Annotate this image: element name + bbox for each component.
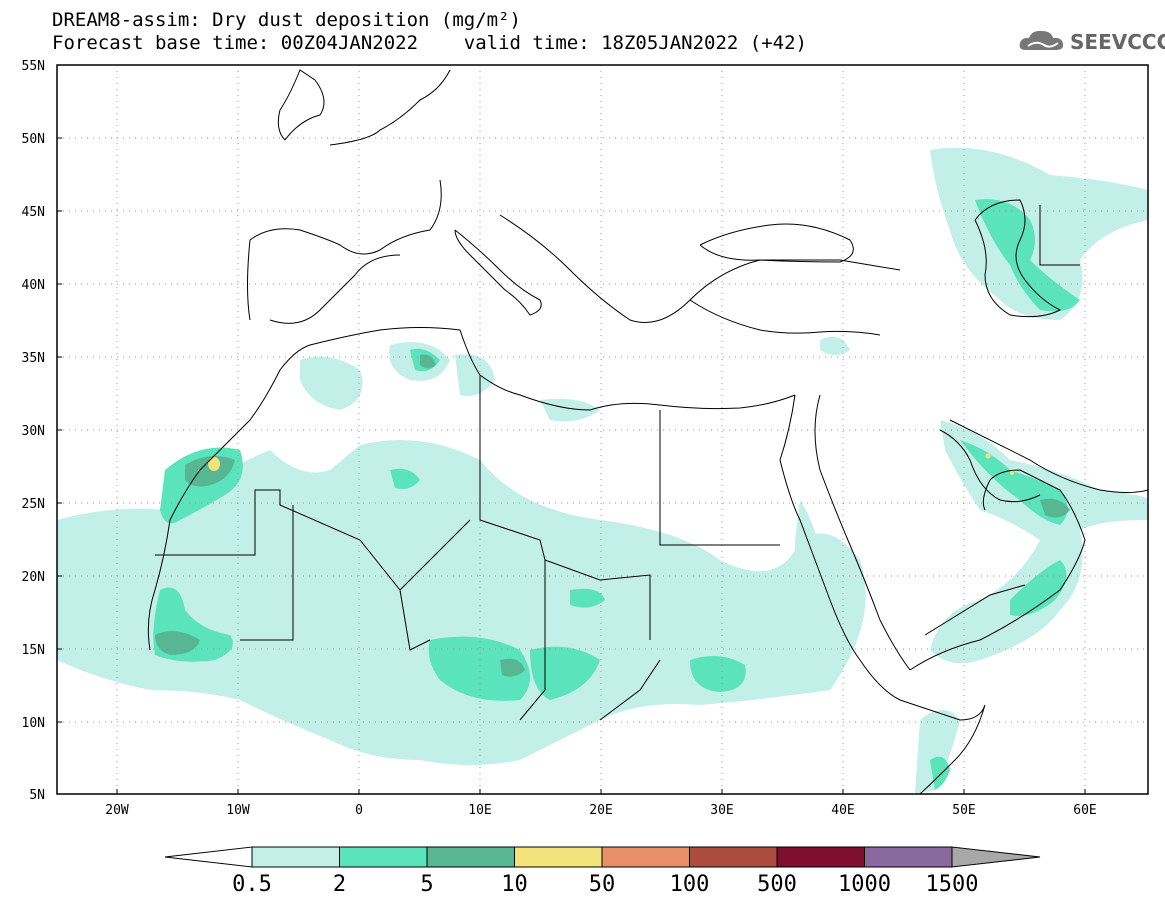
lat-label: 10N [22,716,45,731]
lat-label: 40N [22,278,45,293]
seevccc-logo: SEEVCCC [1018,26,1165,56]
colorbar-label: 0.5 [232,872,272,897]
colorbar-label: 100 [670,872,710,897]
colorbar-labels: 0.5 2 5 10 50 100 500 1000 1500 [232,872,978,897]
colorbar-label: 50 [589,872,616,897]
lon-label: 10W [226,803,250,818]
lon-label: 10E [468,803,491,818]
colorbar-label: 5 [420,872,433,897]
colorbar-label: 1500 [926,872,979,897]
map-title: DREAM8-assim: Dry dust deposition (mg/m²… [52,9,521,31]
dust-field [57,147,1148,794]
lat-label: 35N [22,351,45,366]
colorbar-label: 10 [501,872,528,897]
dust-level-5 [155,354,1070,677]
colorbar-swatch [864,846,953,868]
colorbar-low-arrow [164,846,253,868]
logo-text: SEEVCCC [1070,30,1165,54]
coastlines [147,69,1148,794]
lon-label: 20E [589,803,612,818]
dust-level-2 [153,199,1080,790]
colorbar-label: 500 [757,872,797,897]
lat-label: 30N [22,424,45,439]
lat-label: 50N [22,132,45,147]
lat-label: 5N [29,788,45,803]
dust-level-10 [208,453,1014,475]
lon-label: 30E [710,803,733,818]
lat-label: 55N [22,59,45,74]
lat-label: 25N [22,497,45,512]
colorbar-label: 2 [333,872,346,897]
lon-label: 50E [952,803,975,818]
colorbar-swatch [251,846,340,868]
colorbar-swatch [426,846,515,868]
cloud-logo-icon [1019,30,1064,50]
colorbar-swatch [514,846,603,868]
axis-ticks [57,64,1086,794]
latitude-labels: 55N 50N 45N 40N 35N 30N 25N 20N 15N 10N … [22,59,45,803]
lat-label: 15N [22,643,45,658]
colorbar-label: 1000 [838,872,891,897]
colorbar-swatch [689,846,778,868]
colorbar-high-arrow [951,846,1041,868]
colorbar-swatch [339,846,428,868]
lat-label: 20N [22,570,45,585]
lon-label: 0 [355,803,363,818]
colorbar-swatch [776,846,865,868]
colorbar-boxes [251,846,953,868]
colorbar: 0.5 2 5 10 50 100 500 1000 1500 [164,846,1041,897]
lon-label: 20W [105,803,129,818]
lon-label: 60E [1073,803,1096,818]
lat-label: 45N [22,205,45,220]
longitude-labels: 20W 10W 0 10E 20E 30E 40E 50E 60E [105,803,1096,818]
lon-label: 40E [831,803,854,818]
colorbar-swatch [601,846,690,868]
forecast-time-subtitle: Forecast base time: 00Z04JAN2022 valid t… [52,32,807,54]
